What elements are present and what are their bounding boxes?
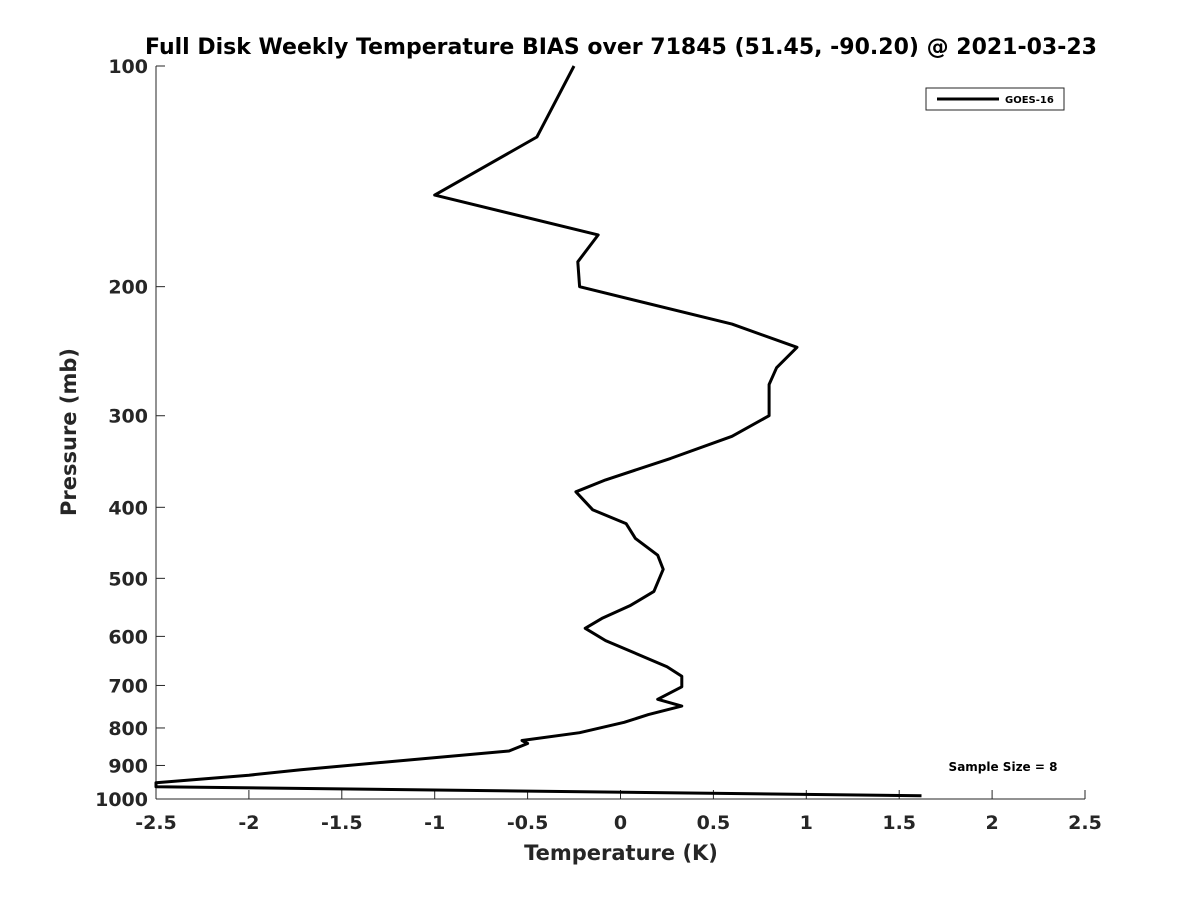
y-tick-label: 500	[108, 568, 148, 590]
x-tick-label: 0.5	[697, 812, 731, 834]
y-tick-label: 300	[108, 406, 148, 428]
y-tick-label: 400	[108, 497, 148, 519]
x-tick-label: 2	[985, 812, 998, 834]
plot-area: -2.5 -2 -1.5 -1 -0.5 0 0.5 1 1.5 2 2.5 100 200 300 40…	[95, 56, 1102, 834]
x-tick-label: -1	[424, 812, 445, 834]
y-tick-label: 800	[108, 718, 148, 740]
y-tick-label: 700	[108, 675, 148, 697]
x-tick-label: -1.5	[321, 812, 363, 834]
y-axis-label: Pressure (mb)	[57, 348, 81, 516]
x-tick-label: 1.5	[882, 812, 916, 834]
series-line-goes-16	[154, 65, 922, 798]
x-tick-label: -2	[238, 812, 259, 834]
y-tick-label: 200	[108, 277, 148, 299]
x-tick-label: 2.5	[1068, 812, 1102, 834]
chart-title: Full Disk Weekly Temperature BIAS over 7…	[145, 35, 1097, 60]
x-ticks: -2.5 -2 -1.5 -1 -0.5 0 0.5 1 1.5 2 2.5	[135, 790, 1102, 834]
legend-entry-goes-16: GOES-16	[1005, 95, 1054, 106]
x-axis-label: Temperature (K)	[524, 841, 718, 865]
x-tick-label: -2.5	[135, 812, 177, 834]
y-tick-label: 100	[108, 56, 148, 78]
x-tick-label: -0.5	[507, 812, 549, 834]
y-tick-label: 1000	[95, 789, 148, 811]
y-tick-label: 900	[108, 755, 148, 777]
sample-size-annotation: Sample Size = 8	[949, 760, 1058, 774]
x-tick-label: 1	[800, 812, 813, 834]
series-layer	[154, 65, 922, 798]
x-tick-label: 0	[614, 812, 627, 834]
y-tick-label: 600	[108, 626, 148, 648]
legend: GOES-16	[925, 87, 1065, 111]
y-ticks: 100 200 300 400 500 600 700 800 900 1000	[95, 56, 165, 811]
